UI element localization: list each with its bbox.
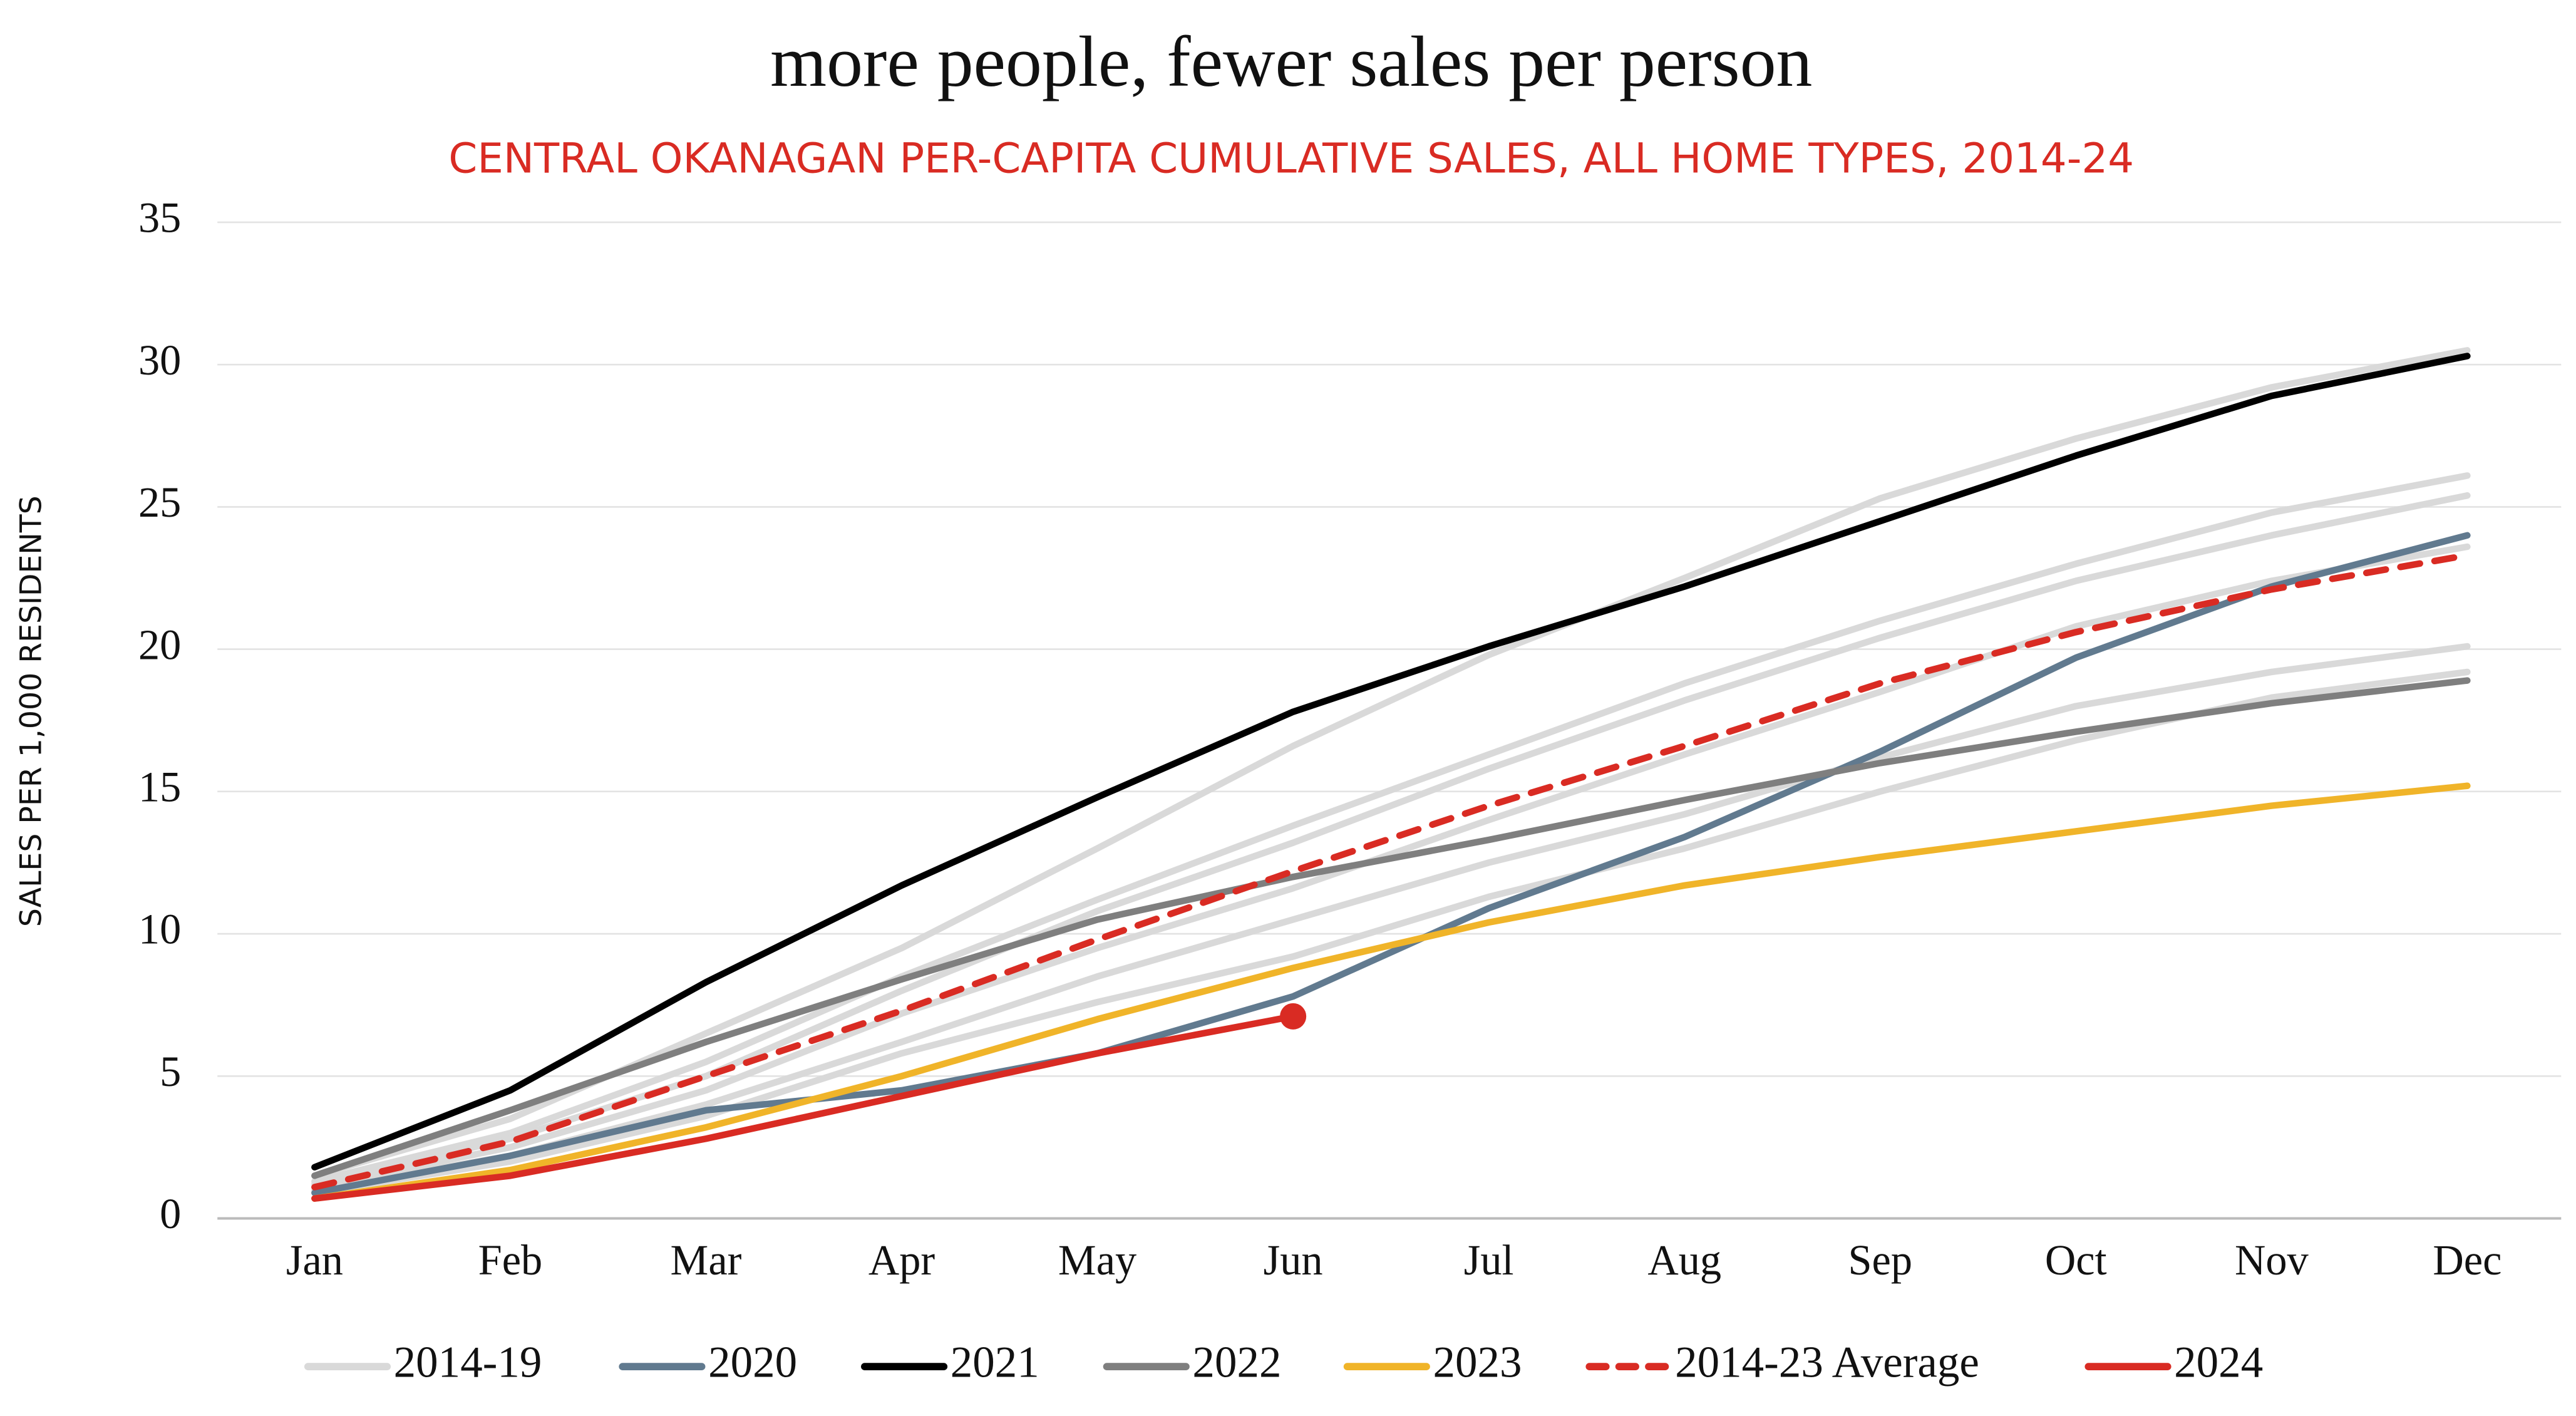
x-tick-label: Feb (478, 1236, 543, 1284)
end-marker (1280, 1003, 1307, 1030)
line (311, 472, 2471, 1185)
line (311, 677, 2471, 1179)
x-tick-label: Aug (1647, 1236, 1721, 1284)
legend-label: 2023 (1433, 1338, 1522, 1387)
line (311, 668, 2471, 1196)
y-axis-label: SALES PER 1,000 RESIDENTS (14, 495, 49, 927)
y-tick-label: 0 (160, 1190, 181, 1238)
line (311, 492, 2471, 1188)
x-tick-label: Oct (2045, 1236, 2107, 1284)
x-tick-label: Dec (2433, 1236, 2501, 1284)
line (311, 532, 2471, 1196)
legend-label: 2022 (1192, 1338, 1281, 1387)
x-tick-label: Jan (286, 1236, 343, 1284)
chart-title: more people, fewer sales per person (770, 22, 1812, 102)
x-tick-label: Apr (868, 1236, 935, 1284)
line (311, 353, 2471, 1171)
line (311, 552, 2471, 1191)
legend-label: 2024 (2174, 1338, 2263, 1387)
y-tick-label: 30 (138, 336, 181, 384)
y-tick-label: 25 (138, 478, 181, 526)
x-tick-label: Jul (1464, 1236, 1514, 1284)
line (311, 1013, 1297, 1202)
line (311, 643, 2471, 1194)
chart-subtitle: CENTRAL OKANAGAN PER-CAPITA CUMULATIVE S… (448, 135, 2134, 183)
y-tick-label: 5 (160, 1048, 181, 1095)
y-tick-label: 10 (138, 906, 181, 953)
x-tick-label: Sep (1848, 1236, 1912, 1284)
legend-label: 2021 (951, 1338, 1039, 1387)
y-tick-label: 20 (138, 621, 181, 668)
line (311, 543, 2471, 1191)
x-tick-label: Mar (671, 1236, 742, 1284)
x-tick-label: Jun (1264, 1236, 1323, 1284)
legend-label: 2014-23 Average (1675, 1338, 1979, 1387)
legend-label: 2014-19 (394, 1338, 542, 1387)
line (311, 782, 2471, 1202)
y-tick-label: 35 (138, 194, 181, 242)
y-tick-label: 15 (138, 763, 181, 811)
line (311, 347, 2471, 1179)
x-tick-label: May (1058, 1236, 1136, 1284)
legend-label: 2020 (708, 1338, 797, 1387)
x-tick-label: Nov (2235, 1236, 2309, 1284)
